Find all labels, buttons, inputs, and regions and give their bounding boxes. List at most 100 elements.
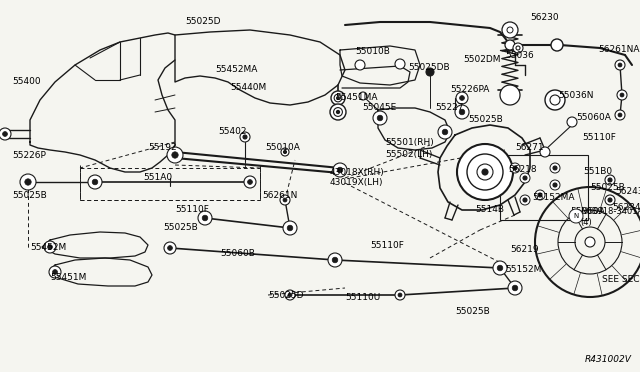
Circle shape <box>283 198 287 202</box>
Text: 55010A: 55010A <box>265 144 300 153</box>
Circle shape <box>482 169 488 175</box>
Circle shape <box>284 151 287 154</box>
Text: 55025B: 55025B <box>468 115 503 125</box>
Text: 55226PA: 55226PA <box>450 86 490 94</box>
Text: 56219: 56219 <box>510 246 539 254</box>
Circle shape <box>617 90 627 100</box>
Circle shape <box>395 290 405 300</box>
Circle shape <box>608 178 612 182</box>
Circle shape <box>608 198 612 202</box>
Text: 55110U: 55110U <box>345 294 380 302</box>
Circle shape <box>328 253 342 267</box>
Circle shape <box>456 92 468 104</box>
Text: 55045E: 55045E <box>362 103 396 112</box>
Text: 55110F: 55110F <box>370 241 404 250</box>
Circle shape <box>49 266 61 278</box>
Circle shape <box>467 154 503 190</box>
Circle shape <box>333 108 342 116</box>
Circle shape <box>500 85 520 105</box>
Circle shape <box>512 285 518 291</box>
Text: 55025D: 55025D <box>185 17 221 26</box>
Circle shape <box>337 167 343 173</box>
Circle shape <box>334 94 342 102</box>
Circle shape <box>510 163 520 173</box>
Circle shape <box>508 281 522 295</box>
Text: 55036N: 55036N <box>558 90 593 99</box>
Circle shape <box>198 211 212 225</box>
Text: 55060A: 55060A <box>576 113 611 122</box>
Circle shape <box>377 115 383 121</box>
Circle shape <box>337 110 340 113</box>
Text: 43019X(LH): 43019X(LH) <box>330 179 383 187</box>
Text: 55110F: 55110F <box>175 205 209 215</box>
Text: 55152MA: 55152MA <box>532 193 575 202</box>
Circle shape <box>47 245 52 249</box>
Text: R431002V: R431002V <box>585 355 632 364</box>
Circle shape <box>493 261 507 275</box>
Text: 55060A: 55060A <box>570 208 605 217</box>
Circle shape <box>331 91 345 105</box>
Text: 55025B: 55025B <box>590 183 625 192</box>
Circle shape <box>523 198 527 202</box>
Text: 55192: 55192 <box>148 144 177 153</box>
Text: 55452M: 55452M <box>30 244 67 253</box>
Text: 55440M: 55440M <box>230 83 266 92</box>
Circle shape <box>540 147 550 157</box>
Circle shape <box>287 225 293 231</box>
Circle shape <box>553 166 557 170</box>
Text: 55451MA: 55451MA <box>335 93 378 103</box>
Circle shape <box>455 105 469 119</box>
Circle shape <box>359 92 367 100</box>
Circle shape <box>523 176 527 180</box>
Circle shape <box>618 113 622 117</box>
Circle shape <box>477 164 493 180</box>
Text: 55451M: 55451M <box>50 273 86 282</box>
Circle shape <box>280 195 290 205</box>
Circle shape <box>605 195 615 205</box>
Text: 55501(RH): 55501(RH) <box>385 138 434 148</box>
Circle shape <box>513 166 517 170</box>
Circle shape <box>550 163 560 173</box>
Text: 55060B: 55060B <box>220 248 255 257</box>
Circle shape <box>52 270 58 275</box>
Circle shape <box>426 68 434 76</box>
Circle shape <box>516 46 520 50</box>
Text: (4): (4) <box>580 218 592 227</box>
Text: 55227: 55227 <box>435 103 463 112</box>
Circle shape <box>168 246 172 250</box>
Circle shape <box>283 221 297 235</box>
Text: 55402: 55402 <box>218 128 246 137</box>
Text: 5502DM: 5502DM <box>463 55 500 64</box>
Circle shape <box>281 148 289 156</box>
Text: 55025B: 55025B <box>12 190 47 199</box>
Circle shape <box>373 111 387 125</box>
Circle shape <box>398 293 402 297</box>
Circle shape <box>520 173 530 183</box>
Circle shape <box>460 96 465 100</box>
Text: 55025B: 55025B <box>455 308 490 317</box>
Text: 55036: 55036 <box>505 51 534 60</box>
Circle shape <box>545 90 565 110</box>
Circle shape <box>507 27 513 33</box>
Circle shape <box>460 109 465 115</box>
Circle shape <box>3 132 8 137</box>
Text: 55400: 55400 <box>12 77 40 87</box>
Circle shape <box>550 180 560 190</box>
Circle shape <box>337 97 339 99</box>
Text: 56230: 56230 <box>530 13 559 22</box>
Circle shape <box>553 183 557 187</box>
Circle shape <box>88 175 102 189</box>
Circle shape <box>520 195 530 205</box>
Text: SEE SEC.430: SEE SEC.430 <box>602 276 640 285</box>
Circle shape <box>550 95 560 105</box>
Circle shape <box>497 265 503 271</box>
Text: 55025DB: 55025DB <box>408 64 450 73</box>
Circle shape <box>333 163 347 177</box>
Circle shape <box>620 93 624 97</box>
Circle shape <box>202 215 208 221</box>
Text: 55226P: 55226P <box>12 151 46 160</box>
Circle shape <box>551 39 563 51</box>
Circle shape <box>330 104 346 120</box>
Text: 55025B: 55025B <box>163 224 198 232</box>
Text: N: N <box>573 213 579 219</box>
